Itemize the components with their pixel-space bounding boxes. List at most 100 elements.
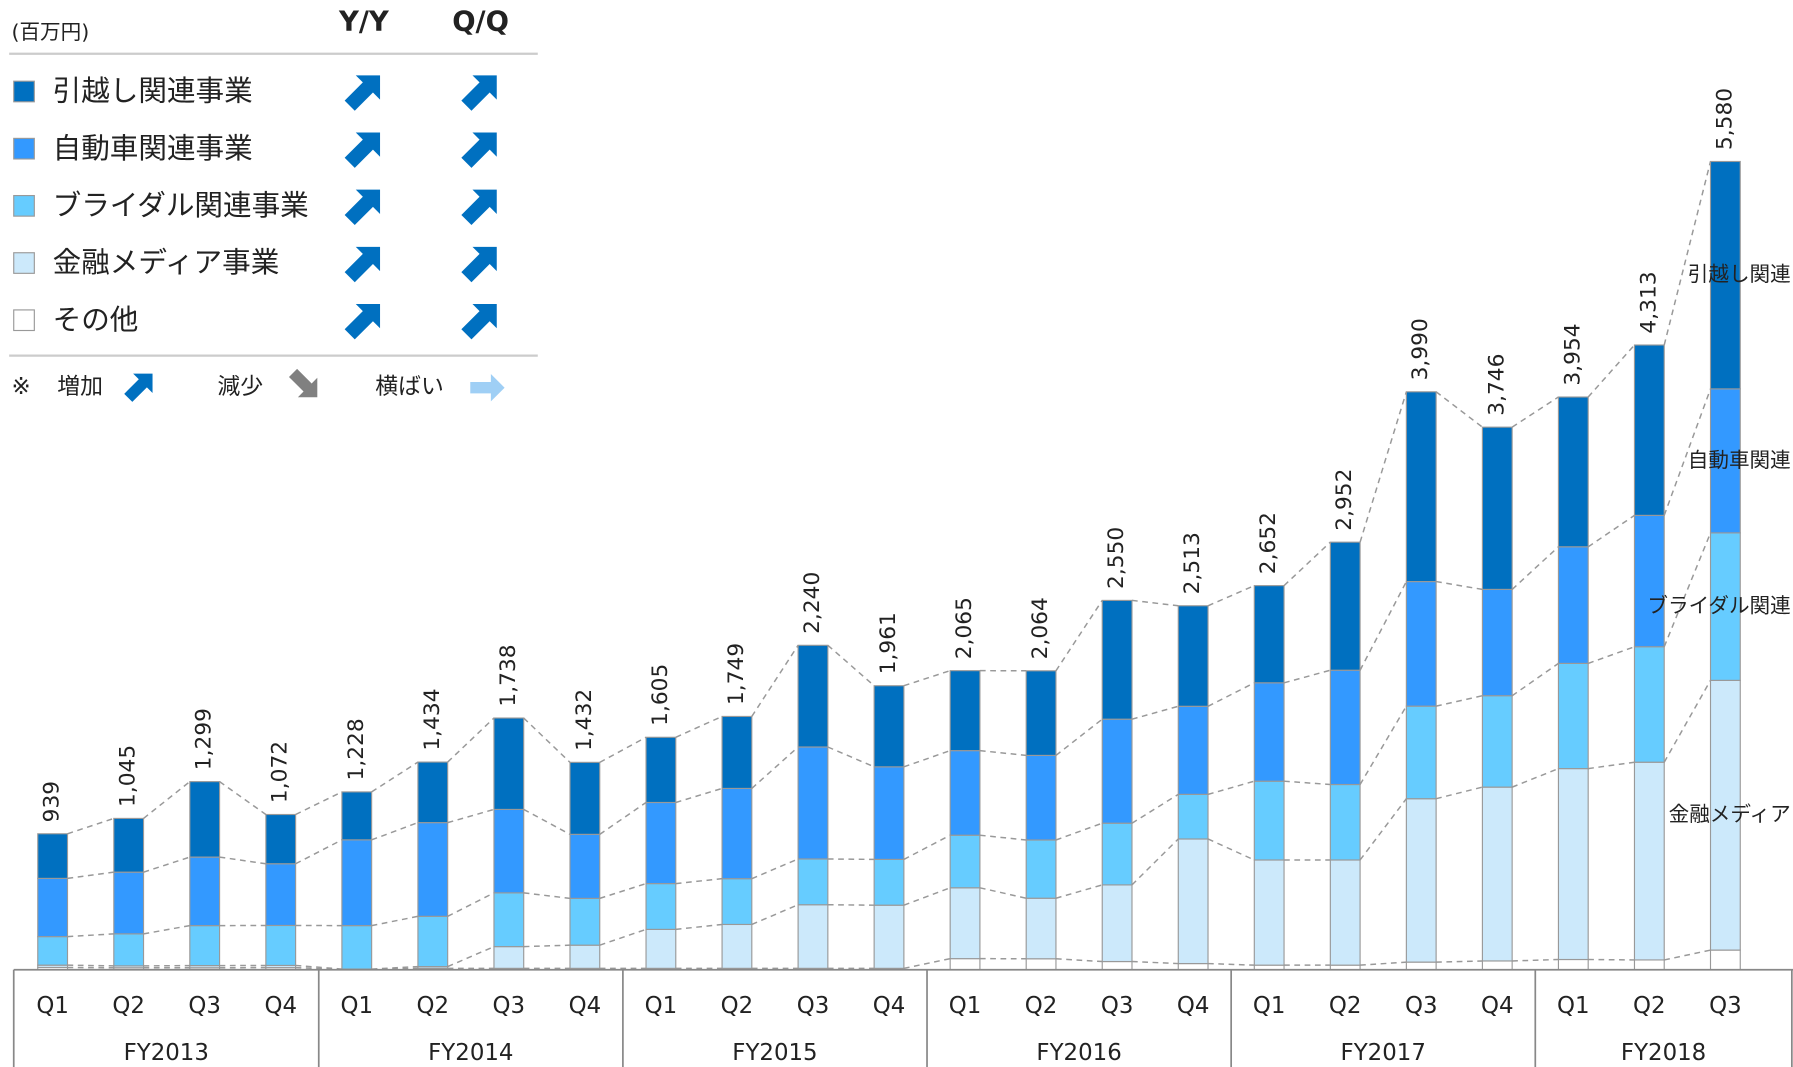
- bar-segment: [189, 781, 221, 858]
- connector: [751, 858, 799, 880]
- connector: [371, 915, 419, 927]
- connector: [903, 957, 951, 970]
- trend-arrow: [344, 304, 381, 340]
- group-label: FY2018: [1621, 1040, 1706, 1066]
- total-label: 1,045: [116, 745, 141, 807]
- connector: [1663, 388, 1712, 516]
- connector: [523, 717, 571, 763]
- bar-segment: [1253, 859, 1285, 966]
- legend-label: 引越し関連事業: [53, 74, 253, 108]
- group-label: FY2017: [1341, 1040, 1426, 1066]
- connector: [599, 882, 647, 900]
- bar-segment: [1101, 718, 1133, 824]
- x-tick-label: Q1: [1253, 993, 1286, 1019]
- bar-segment: [721, 878, 753, 926]
- trend-arrow: [344, 246, 381, 283]
- connector: [1436, 960, 1483, 963]
- bar-segment: [949, 750, 981, 836]
- connector: [1283, 669, 1331, 684]
- bar-segment: [113, 817, 145, 873]
- bar-segment: [1557, 396, 1589, 548]
- bar-segment: [1709, 532, 1741, 681]
- bar-segment: [1329, 783, 1361, 861]
- legend-swatch: [13, 137, 35, 160]
- connector: [1131, 599, 1179, 607]
- connector: [1055, 822, 1103, 841]
- x-tick-label: Q1: [36, 993, 69, 1019]
- connector: [295, 966, 342, 971]
- connector: [371, 821, 419, 841]
- bar-segment: [1557, 768, 1589, 961]
- bar-segment: [721, 923, 753, 969]
- bar-segment: [797, 746, 829, 860]
- bar-segment: [645, 883, 677, 930]
- connector: [1207, 780, 1255, 796]
- bar-segment: [341, 791, 373, 841]
- bar-segment: [1177, 793, 1209, 840]
- connector: [1435, 694, 1483, 707]
- connector: [295, 791, 343, 816]
- connector: [979, 749, 1027, 757]
- x-tick-label: Q4: [873, 993, 906, 1019]
- bar-segment: [37, 833, 69, 879]
- bar-segment: [645, 801, 677, 885]
- x-tick-label: Q3: [797, 993, 830, 1019]
- bar-segment: [493, 717, 525, 811]
- bar-segment: [1177, 838, 1209, 965]
- total-label: 1,961: [876, 612, 901, 674]
- connector: [371, 965, 418, 970]
- bar-segment: [949, 670, 981, 752]
- key-down: 減少: [217, 374, 263, 400]
- connector: [1055, 718, 1103, 756]
- bar-segment: [1405, 705, 1437, 800]
- bar-segment: [189, 925, 221, 967]
- bar-segment: [1557, 546, 1589, 664]
- x-tick-label: Q2: [417, 993, 450, 1019]
- x-tick-label: Q3: [1101, 993, 1134, 1019]
- bar-segment: [1329, 541, 1361, 671]
- connector: [1435, 786, 1483, 800]
- bar-segment: [797, 858, 829, 906]
- connector: [827, 746, 875, 768]
- total-label: 4,313: [1636, 271, 1661, 333]
- connector: [67, 817, 115, 835]
- bar-segment: [1253, 682, 1285, 782]
- segment-annotation: 自動車関連: [1688, 448, 1791, 472]
- connector: [1055, 599, 1103, 672]
- connector: [219, 781, 267, 816]
- group-label: FY2015: [732, 1040, 817, 1066]
- total-label: 2,652: [1256, 512, 1281, 574]
- bar-segment: [1557, 958, 1589, 971]
- bar-segment: [949, 887, 981, 960]
- legend-label: その他: [53, 302, 139, 336]
- bar-segment: [1329, 669, 1361, 786]
- bar-segment: [797, 644, 829, 748]
- connector: [903, 834, 951, 861]
- legend-swatch: [13, 252, 35, 274]
- bar-segment: [1101, 599, 1133, 720]
- x-tick-label: Q2: [1025, 993, 1058, 1019]
- bar-segment: [1101, 822, 1133, 886]
- bar-segment: [721, 715, 753, 790]
- bar-segment: [1481, 786, 1513, 962]
- bar-segment: [1177, 962, 1209, 971]
- qoq-header: Q/Q: [452, 6, 509, 37]
- bar-segment: [417, 822, 449, 917]
- bar-segment: [1709, 949, 1741, 971]
- connector: [447, 808, 495, 824]
- bar-segment: [1025, 897, 1057, 960]
- unit-label: (百万円): [11, 20, 89, 44]
- bar-segment: [1025, 670, 1057, 756]
- connector: [1359, 705, 1408, 785]
- x-tick-label: Q2: [1329, 993, 1362, 1019]
- connector: [827, 644, 875, 687]
- connector: [143, 924, 190, 935]
- bar-segment: [1481, 426, 1513, 590]
- bar-segment: [113, 871, 145, 935]
- connector: [599, 736, 647, 764]
- bar-segment: [949, 834, 981, 889]
- trend-arrow: [461, 132, 497, 168]
- bar-segment: [1633, 761, 1665, 961]
- connector: [1512, 958, 1559, 962]
- total-label: 2,513: [1180, 532, 1205, 594]
